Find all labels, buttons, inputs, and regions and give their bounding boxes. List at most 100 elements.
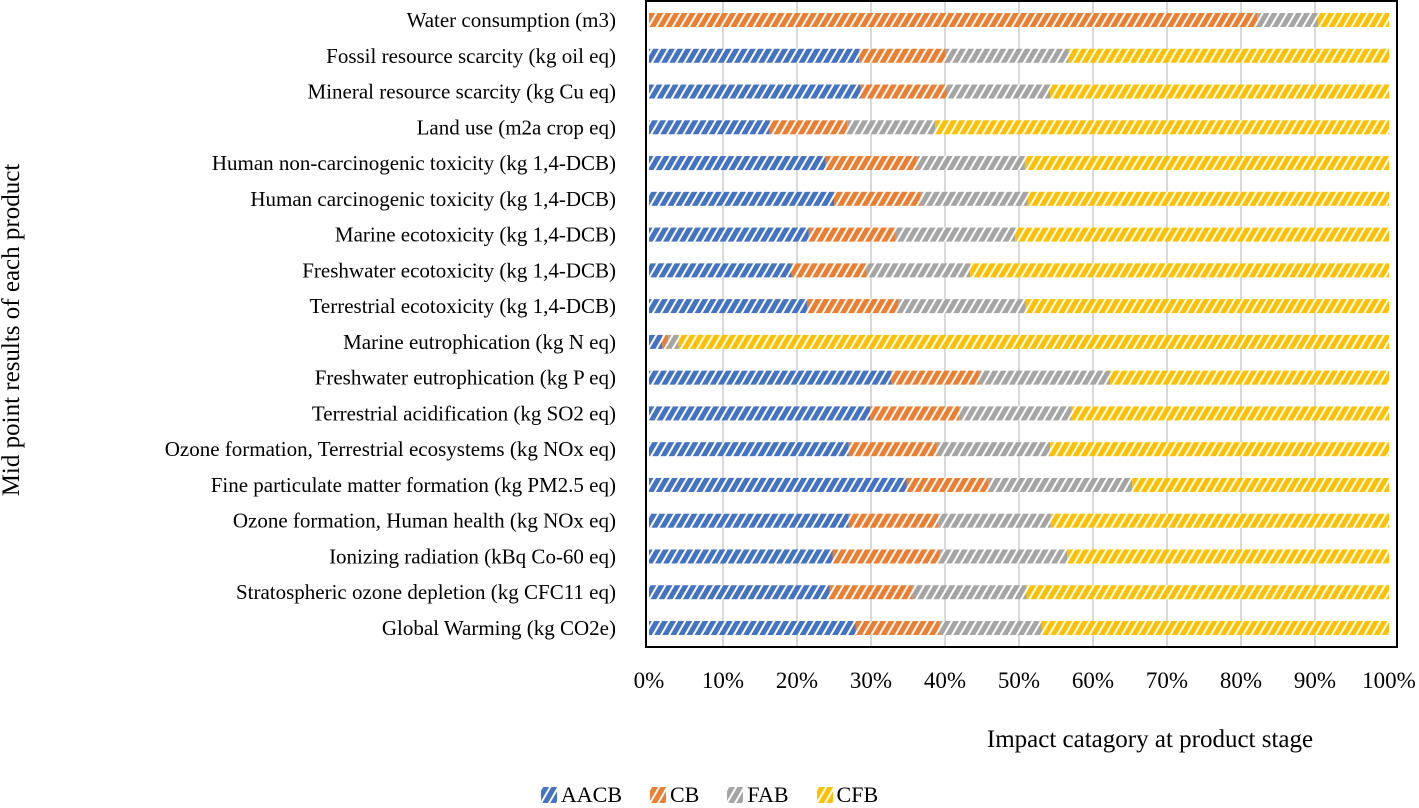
category-label: Terrestrial acidification (kg SO2 eq) [312, 401, 616, 425]
category-label: Global Warming (kg CO2e) [382, 616, 616, 640]
bar-aacb [649, 156, 826, 171]
bar-cfb [1110, 370, 1389, 385]
category-label: Water consumption (m3) [407, 8, 616, 32]
bar-cfb [1026, 585, 1389, 600]
category-label: Land use (m2a crop eq) [417, 115, 616, 139]
bar-cb [832, 549, 940, 564]
bar-aacb [649, 549, 833, 564]
bar-cb [890, 370, 980, 385]
bar-cb [662, 334, 669, 349]
legend-swatch-cb [650, 787, 666, 803]
bar-cfb [1132, 477, 1389, 492]
bar-aacb [649, 120, 770, 135]
bar-cfb [1068, 48, 1389, 63]
bar-cfb [678, 334, 1389, 349]
bar-cb [791, 263, 867, 278]
bar-cfb [1041, 621, 1389, 635]
category-label: Human carcinogenic toxicity (kg 1,4-DCB) [250, 187, 616, 211]
bar-fab [1257, 13, 1318, 27]
category-label: Marine eutrophication (kg N eq) [343, 330, 616, 354]
y-axis-title: Mid point results of each product [0, 163, 25, 497]
bar-aacb [649, 191, 834, 206]
category-label: Freshwater ecotoxicity (kg 1,4-DCB) [302, 258, 616, 282]
legend-label: CB [670, 782, 700, 807]
bar-cfb [1050, 442, 1389, 457]
x-tick-label: 100% [1362, 668, 1416, 693]
category-label: Stratospheric ozone depletion (kg CFC11 … [236, 580, 616, 604]
bar-fab [847, 120, 936, 135]
x-tick-label: 20% [776, 668, 818, 693]
legend: AACB CB FAB CFB [0, 782, 1419, 808]
bar-fab [668, 334, 679, 349]
bar-aacb [649, 263, 792, 278]
bar-aacb [649, 334, 663, 349]
bar-fab [946, 84, 1051, 99]
x-tick-label: 0% [634, 668, 665, 693]
bar-cfb [1027, 191, 1389, 206]
legend-swatch-cfb [816, 787, 833, 803]
bar-cb [649, 13, 1258, 27]
bar-aacb [649, 48, 860, 63]
bar-cfb [1050, 84, 1389, 99]
bar-cb [769, 120, 848, 135]
bar-cfb [1050, 513, 1389, 528]
legend-label: FAB [747, 782, 789, 807]
x-axis-title: Impact catagory at product stage [986, 726, 1314, 753]
bar-cfb [1067, 549, 1389, 564]
bar-cb [808, 227, 896, 242]
legend-item-fab: FAB [727, 782, 789, 808]
bar-fab [895, 227, 1016, 242]
bar-cb [870, 406, 960, 421]
legend-item-cfb: CFB [816, 782, 879, 808]
x-tick-label: 30% [850, 668, 892, 693]
bar-cfb [1024, 156, 1389, 171]
bar-aacb [649, 585, 830, 600]
x-tick-label: 60% [1072, 668, 1114, 693]
category-label: Human non-carcinogenic toxicity (kg 1,4-… [212, 151, 616, 175]
bar-fab [920, 191, 1028, 206]
category-label: Freshwater eutrophication (kg P eq) [315, 366, 616, 390]
bar-cb [829, 585, 913, 600]
category-label: Marine ecotoxicity (kg 1,4-DCB) [335, 223, 616, 247]
bar-fab [866, 263, 971, 278]
category-label: Ionizing radiation (kBq Co-60 eq) [329, 544, 616, 568]
bar-aacb [649, 227, 809, 242]
bar-fab [916, 156, 1025, 171]
category-label: Fine particulate matter formation (kg PM… [211, 473, 616, 497]
bar-fab [939, 621, 1042, 635]
bar-cb [848, 513, 939, 528]
bar-cb [848, 442, 937, 457]
bar-cb [834, 191, 921, 206]
bar-fab [938, 513, 1051, 528]
category-label: Terrestrial ecotoxicity (kg 1,4-DCB) [310, 294, 616, 318]
legend-label: CFB [836, 782, 879, 807]
category-label: Ozone formation, Terrestrial ecosystems … [165, 437, 616, 461]
bar-aacb [649, 442, 849, 457]
bar-fab [939, 549, 1068, 564]
legend-swatch-fab [727, 787, 744, 803]
legend-item-cb: CB [650, 782, 699, 808]
bar-cfb [1317, 13, 1389, 27]
bar-aacb [649, 406, 871, 421]
x-tick-label: 40% [924, 668, 966, 693]
legend-swatch-aacb [540, 787, 557, 803]
bar-fab [959, 406, 1072, 421]
bar-cb [859, 48, 946, 63]
legend-item-aacb: AACB [540, 782, 622, 808]
x-tick-label: 80% [1220, 668, 1262, 693]
category-label: Fossil resource scarcity (kg oil eq) [326, 44, 616, 68]
legend-label: AACB [560, 782, 622, 807]
bar-cfb [970, 263, 1389, 278]
bar-aacb [649, 513, 849, 528]
bar-fab [945, 48, 1069, 63]
category-label: Ozone formation, Human health (kg NOx eq… [233, 509, 616, 533]
bar-fab [936, 442, 1051, 457]
x-tick-label: 10% [702, 668, 744, 693]
bar-aacb [649, 621, 856, 635]
bar-aacb [649, 370, 891, 385]
bar-fab [979, 370, 1111, 385]
plot-border [645, 0, 1398, 648]
bar-cb [855, 621, 940, 635]
bar-fab [912, 585, 1027, 600]
